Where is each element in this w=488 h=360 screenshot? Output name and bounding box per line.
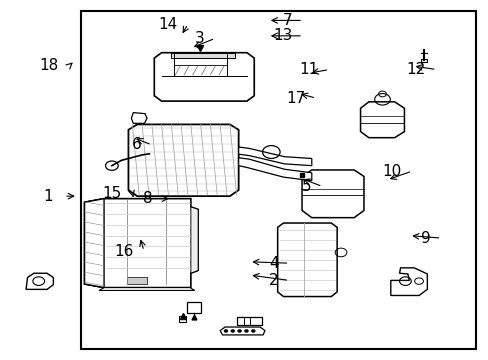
Polygon shape — [84, 199, 198, 288]
Text: 7: 7 — [282, 13, 292, 28]
Polygon shape — [277, 223, 336, 297]
Bar — [178, 316, 186, 321]
Circle shape — [237, 329, 241, 332]
Polygon shape — [190, 207, 198, 273]
Polygon shape — [302, 170, 363, 218]
Polygon shape — [171, 53, 234, 58]
Text: 15: 15 — [102, 186, 122, 201]
Text: 12: 12 — [406, 62, 425, 77]
Text: 9: 9 — [420, 231, 430, 246]
Circle shape — [244, 329, 248, 332]
Polygon shape — [84, 199, 104, 288]
Text: 10: 10 — [382, 163, 401, 179]
Polygon shape — [220, 327, 264, 335]
Bar — [186, 302, 200, 313]
Polygon shape — [84, 199, 104, 288]
Text: 6: 6 — [131, 138, 141, 152]
Bar — [237, 318, 261, 325]
Text: 4: 4 — [268, 256, 278, 271]
Polygon shape — [131, 113, 147, 123]
Text: 5: 5 — [302, 179, 311, 194]
Circle shape — [224, 329, 227, 332]
Polygon shape — [99, 288, 194, 291]
Polygon shape — [238, 158, 311, 181]
Text: 8: 8 — [143, 191, 153, 206]
Circle shape — [230, 329, 234, 332]
Polygon shape — [360, 102, 404, 138]
Text: 2: 2 — [268, 273, 278, 288]
Text: 17: 17 — [285, 91, 305, 106]
Polygon shape — [154, 53, 254, 101]
Text: 1: 1 — [43, 189, 53, 204]
Text: 3: 3 — [194, 31, 204, 46]
Text: 13: 13 — [272, 28, 292, 43]
Circle shape — [251, 329, 255, 332]
Text: 14: 14 — [158, 17, 177, 32]
Bar — [420, 59, 426, 62]
Polygon shape — [238, 147, 311, 166]
Text: 11: 11 — [299, 62, 318, 77]
Text: 18: 18 — [39, 58, 58, 73]
Polygon shape — [127, 277, 147, 284]
Text: 16: 16 — [114, 243, 133, 258]
Polygon shape — [128, 125, 238, 196]
